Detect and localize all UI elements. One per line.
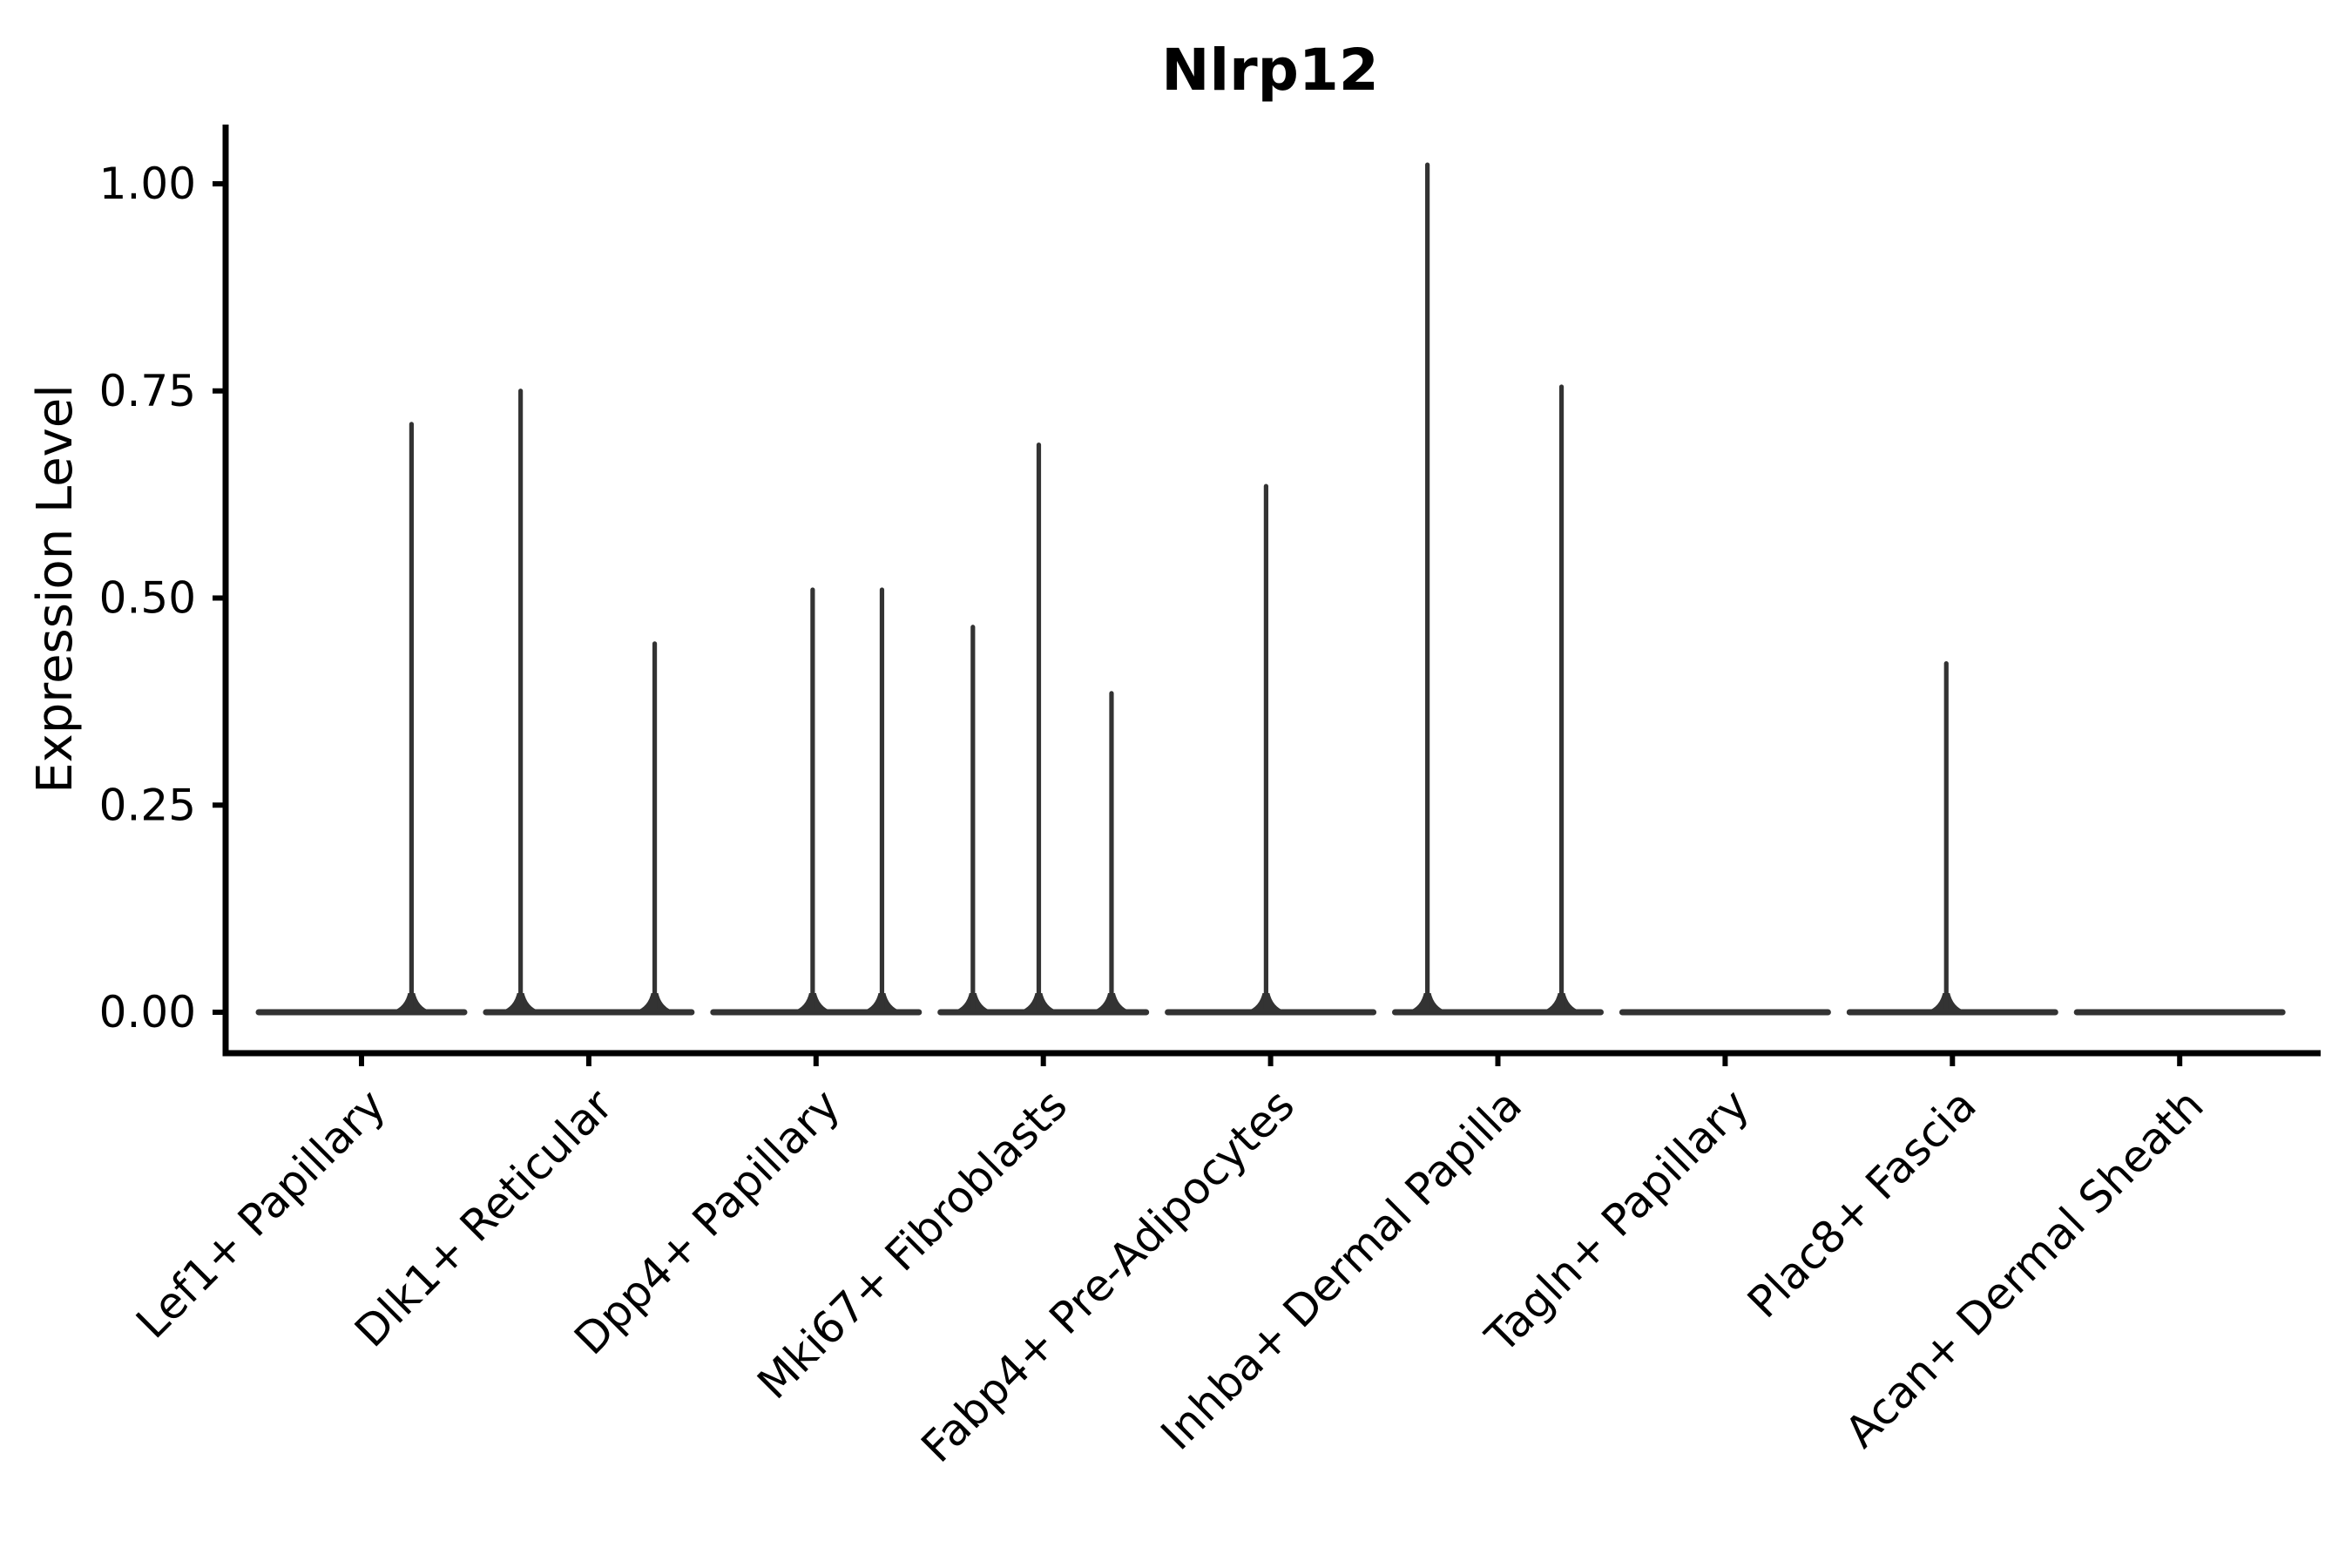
y-tick-label: 1.00 [99, 159, 196, 209]
chart-title: Nlrp12 [1161, 37, 1379, 104]
violins-layer [255, 162, 2286, 1016]
y-tick-label: 0.75 [99, 366, 196, 416]
y-tick-label: 0.00 [99, 987, 196, 1037]
x-tick-label: Lef1+ Papillary [126, 1079, 395, 1348]
x-tick-label: Acan+ Dermal Sheath [1835, 1079, 2213, 1457]
x-tick-label: Fabp4+ Pre-Adipocytes [912, 1079, 1305, 1472]
violin-3 [937, 442, 1150, 1016]
y-tick-label: 0.25 [99, 780, 196, 830]
violin-7 [1846, 661, 2058, 1016]
x-tick-label: Inhba+ Dermal Papilla [1152, 1079, 1531, 1459]
y-axis-label: Expression Level [27, 384, 84, 794]
violin-5 [1392, 162, 1604, 1016]
x-tick-label: Plac8+ Fascia [1738, 1079, 1986, 1328]
violin-1 [483, 389, 695, 1016]
violin-0 [255, 422, 468, 1016]
violin-2 [710, 587, 923, 1016]
violin-4 [1165, 483, 1377, 1016]
y-tick-label: 0.50 [99, 573, 196, 624]
